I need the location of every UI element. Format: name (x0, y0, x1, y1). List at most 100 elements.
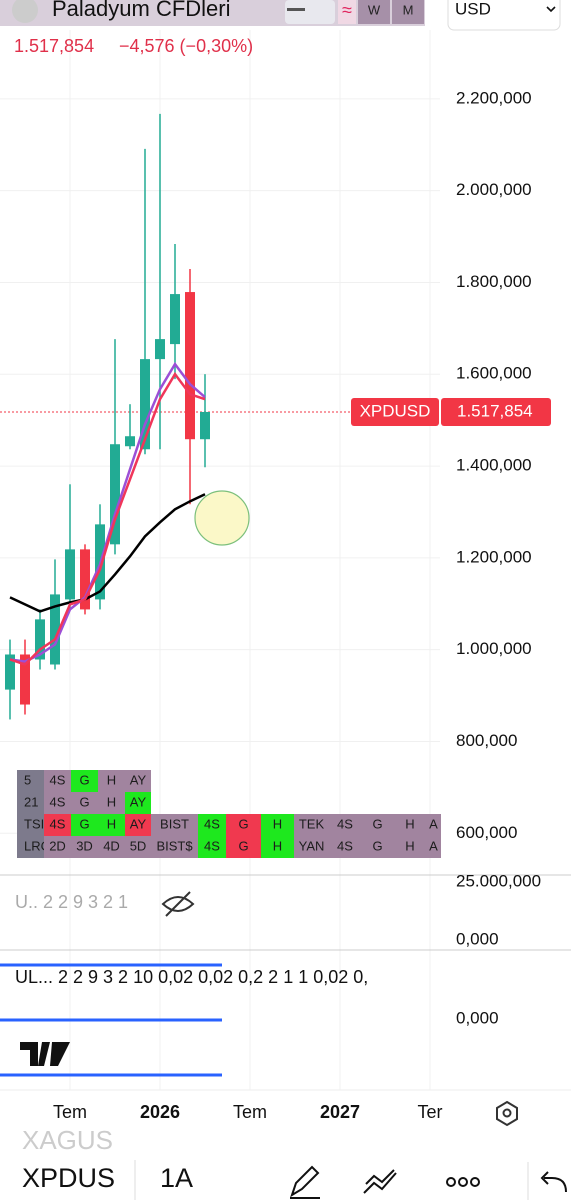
table-cell-text: AY (130, 794, 147, 809)
moving-average (9, 371, 206, 666)
table-cell-text: G (238, 816, 248, 831)
table-cell-text: H (405, 838, 414, 853)
footer-interval[interactable]: 1A (160, 1163, 193, 1193)
table-cell (98, 770, 125, 792)
candle-body (185, 292, 195, 440)
table-cell-text: 4S (337, 816, 353, 831)
y-tick-label: 2.200,000 (456, 88, 532, 107)
table-cell (125, 792, 151, 814)
table-cell-text: G (79, 816, 89, 831)
table-cell (261, 836, 294, 858)
table-cell (151, 836, 198, 858)
table-cell-text: H (107, 772, 116, 787)
moving-average (9, 361, 206, 663)
minimize-button[interactable] (285, 0, 335, 24)
table-cell (98, 814, 125, 836)
pane-axis-label: 0,000 (456, 1008, 499, 1027)
symbol-tag (351, 397, 439, 426)
table-cell-text: 4S (50, 816, 66, 831)
symbol[interactable]: XPDUS (22, 1163, 115, 1193)
candle-body (155, 339, 165, 360)
table-cell (294, 814, 329, 836)
x-tick-label: 2027 (320, 1102, 360, 1122)
table-cell (426, 836, 441, 858)
price-change: −4,576 (−0,30%) (119, 36, 253, 56)
currency-select[interactable] (447, 0, 561, 31)
compare-icon: ≈ (342, 0, 352, 20)
table-cell (261, 814, 294, 836)
x-tick-label: Ter (417, 1102, 442, 1122)
x-tick-label: Tem (53, 1102, 87, 1122)
candle-body (200, 411, 210, 440)
table-cell-text: 4S (50, 772, 66, 787)
interval-button[interactable] (358, 0, 390, 24)
pane-axis-label: 0,000 (456, 929, 499, 948)
interval-button[interactable] (392, 0, 424, 24)
table-cell-text: G (372, 838, 382, 853)
interval[interactable]: W (368, 2, 381, 17)
table-cell-text: 4S (204, 838, 220, 853)
table-cell-text: 4S (204, 816, 220, 831)
hide-icon[interactable] (161, 891, 195, 917)
interval[interactable]: M (403, 2, 414, 17)
compare-button[interactable] (338, 0, 356, 24)
table-cell-text: H (405, 816, 414, 831)
table-cell (44, 814, 71, 836)
table-cell-text: 4D (103, 838, 120, 853)
candle-body (35, 619, 45, 660)
table-cell-text: BIST$ (156, 838, 193, 853)
trend-icon[interactable] (363, 1169, 397, 1194)
title: Paladyum CFDleri (52, 0, 231, 21)
table-cell-text: TSI (24, 816, 44, 831)
candle-body (170, 294, 180, 345)
dropdown-arrow (546, 6, 556, 13)
table-cell-text: AY (130, 772, 147, 787)
draw-icon[interactable] (290, 1165, 320, 1199)
settings-icon[interactable] (496, 1100, 518, 1127)
price-tag (441, 397, 551, 426)
table-cell-text: A (429, 838, 438, 853)
undo-icon[interactable] (540, 1171, 567, 1193)
settings-icon-center (502, 1108, 512, 1118)
table-cell-text: H (273, 816, 282, 831)
table-cell (394, 814, 426, 836)
logo (20, 1042, 70, 1066)
candle-body (50, 594, 60, 665)
pane-legend: UL... 2 2 9 3 2 10 0,02 0,02 0,2 2 1 1 0… (15, 967, 368, 987)
table-cell (125, 814, 151, 836)
table-cell (44, 836, 71, 858)
moving-average (9, 493, 206, 613)
table-cell (98, 792, 125, 814)
table-cell (361, 836, 394, 858)
table-cell (98, 836, 125, 858)
y-tick-label: 1.200,000 (456, 547, 532, 566)
y-tick-label: 1.600,000 (456, 364, 532, 383)
x-tick-label: Tem (233, 1102, 267, 1122)
table-cell-text: G (372, 816, 382, 831)
more-icon[interactable] (446, 1177, 480, 1187)
table-cell (71, 770, 98, 792)
table-cell-text: 5 (24, 772, 31, 787)
y-tick-label: 2.000,000 (456, 180, 532, 199)
pane-axis-label: 25.000,000 (456, 871, 541, 890)
table-cell (125, 770, 151, 792)
table-cell (151, 814, 198, 836)
candle-body (125, 436, 135, 447)
y-tick-label: 1.800,000 (456, 272, 532, 291)
table-cell-text: 5D (130, 838, 147, 853)
table-cell (17, 814, 44, 836)
candle-body (5, 654, 15, 690)
table-cell (426, 814, 441, 836)
table-cell-text: H (273, 838, 282, 853)
table-cell (329, 814, 361, 836)
table-cell-text: A (429, 816, 438, 831)
previous-symbol[interactable]: XAGUS (22, 1125, 113, 1155)
table-cell (198, 836, 226, 858)
candle-body (20, 654, 30, 705)
table-cell-text: YAN (299, 838, 325, 853)
y-tick-label: 1.400,000 (456, 456, 532, 475)
currency[interactable]: USD (455, 0, 491, 18)
table-cell (44, 792, 71, 814)
plot-layer (0, 113, 440, 720)
